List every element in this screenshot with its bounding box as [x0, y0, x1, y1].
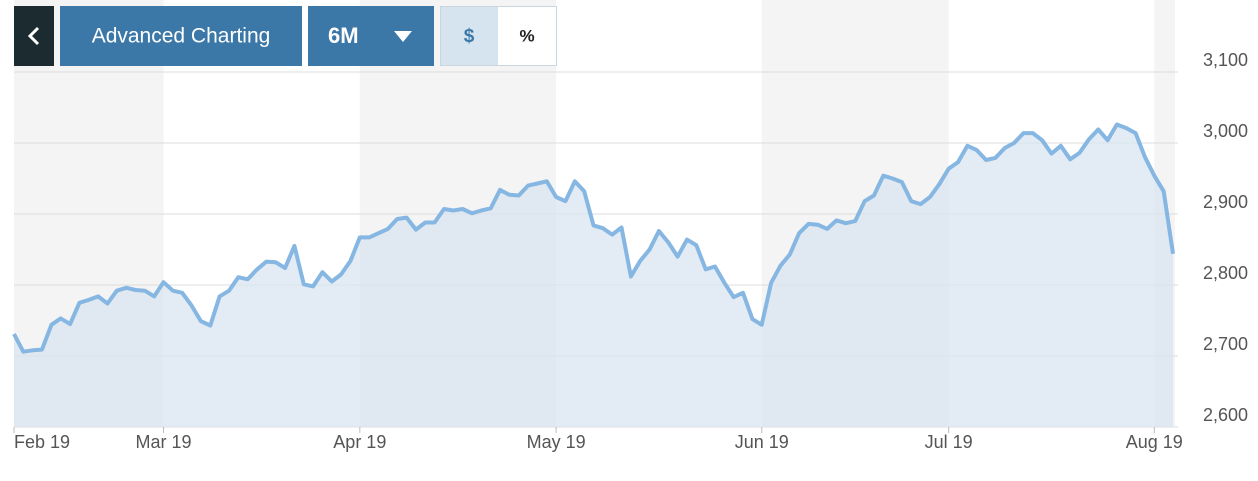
y-tick-label: 2,800 [1203, 263, 1248, 283]
range-dropdown[interactable] [308, 6, 434, 66]
dollar-button[interactable] [441, 7, 498, 65]
area [14, 124, 1173, 427]
x-tick-label: Apr 19 [333, 432, 386, 452]
y-tick-label: 2,900 [1203, 192, 1248, 212]
x-tick-label: Aug 19 [1126, 432, 1183, 452]
line [12, 122, 1175, 354]
y-tick-label: 3,000 [1203, 121, 1248, 141]
y-tick-label: 2,600 [1203, 405, 1248, 425]
x-tick-label: Jun 19 [735, 432, 789, 452]
dollar-label: $ [464, 26, 475, 47]
x-tick-label: Feb 19 [14, 432, 70, 452]
x-tick-label: Mar 19 [136, 432, 192, 452]
percent-button[interactable] [498, 7, 556, 65]
dropdown-caret [394, 31, 412, 42]
x-tick-label: Jul 19 [925, 432, 973, 452]
button-label: Advanced Charting [92, 25, 271, 48]
y-tick-label: 3,100 [1203, 50, 1248, 70]
toolbar: Advanced Charting 6M $ % [14, 6, 557, 66]
range-label: 6M [328, 23, 359, 48]
x-tick-label: May 19 [527, 432, 586, 452]
percent-label: % [519, 26, 534, 45]
advanced-charting-button[interactable] [60, 6, 302, 66]
y-tick-label: 2,700 [1203, 334, 1248, 354]
back-icon [27, 26, 40, 46]
plot: 2,600 2,700 2,800 2,900 3,000 3,100 Feb 19 Mar … [12, 50, 1248, 452]
back-button[interactable] [14, 6, 54, 66]
